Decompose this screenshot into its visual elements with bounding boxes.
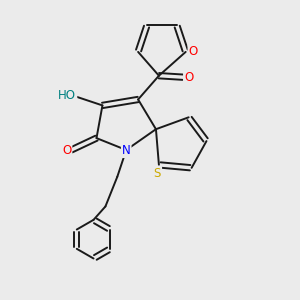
Text: O: O	[184, 71, 193, 84]
Text: HO: HO	[58, 88, 76, 101]
Text: S: S	[154, 167, 161, 180]
Text: N: N	[122, 144, 130, 157]
Text: O: O	[62, 143, 71, 157]
Text: O: O	[188, 45, 198, 58]
